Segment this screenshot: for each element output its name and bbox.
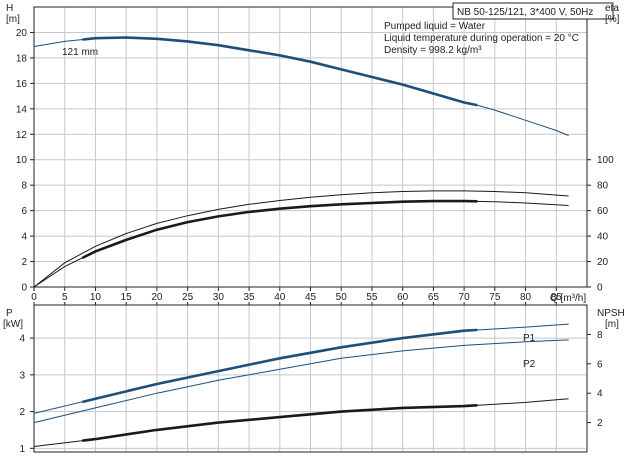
- x-tick-label: 15: [121, 292, 133, 303]
- chart-title: NB 50-125/121, 3*400 V, 50Hz: [457, 7, 593, 18]
- y2-axis-unit: [%]: [605, 14, 620, 25]
- bottom-chart-series: [33, 323, 569, 447]
- npsh-tick-label: 2: [597, 418, 603, 429]
- y-tick-label: 0: [21, 283, 27, 294]
- y-tick-label: 18: [16, 53, 28, 64]
- x-tick-label: 35: [243, 292, 255, 303]
- x-tick-label: 65: [428, 292, 440, 303]
- bottom-chart-axes: 1 2 3 4 2 4 6 8: [19, 302, 603, 455]
- y2-tick-label: 0: [597, 283, 603, 294]
- npsh-tick-label: 6: [597, 359, 603, 370]
- x-tick-label: 55: [366, 292, 378, 303]
- top-series-eta-lower--operating-range: [81, 199, 478, 259]
- bottom-series-p2-line: [33, 339, 569, 424]
- y-tick-label: 10: [16, 155, 28, 166]
- x-axis-label: Q [m³/h]: [550, 293, 586, 304]
- y-axis-title: H: [6, 3, 13, 14]
- power-axis-title: P: [6, 308, 13, 319]
- y-axis-unit: [m]: [6, 14, 20, 25]
- x-tick-label: 60: [397, 292, 409, 303]
- y2-tick-label: 20: [597, 257, 609, 268]
- y2-axis-title: eta: [605, 3, 619, 14]
- bottom-chart-grid: [33, 305, 587, 452]
- npsh-tick-label: 8: [597, 330, 603, 341]
- top-chart-axes: 0 5 10 15 20 25 30 35 40 45 50 55 60 65 70 75 80 85 0 2 4 6 8 1…: [16, 6, 614, 303]
- x-tick-label: 10: [90, 292, 102, 303]
- y2-tick-label: 40: [597, 232, 609, 243]
- power-tick-label: 3: [19, 370, 25, 381]
- y-tick-label: 16: [16, 79, 28, 90]
- power-tick-label: 2: [19, 407, 25, 418]
- top-series-eta-upper--line: [33, 190, 569, 288]
- x-tick-label: 80: [520, 292, 532, 303]
- npsh-tick-label: 4: [597, 389, 603, 400]
- x-tick-label: 5: [62, 292, 68, 303]
- power-axis-unit: [kW]: [3, 319, 23, 330]
- series-label-p2: P2: [523, 359, 536, 370]
- x-tick-label: 25: [182, 292, 194, 303]
- bottom-series-p1-operating-range: [81, 328, 478, 403]
- series-label-p1: P1: [523, 333, 536, 344]
- x-tick-label: 20: [151, 292, 163, 303]
- y-tick-label: 8: [21, 181, 27, 192]
- x-tick-label: 75: [489, 292, 501, 303]
- top-series-h-operating-range: [81, 36, 478, 107]
- x-tick-label: 0: [31, 292, 37, 303]
- x-tick-label: 45: [305, 292, 317, 303]
- annotation-temperature: Liquid temperature during operation = 20…: [384, 33, 579, 44]
- y-tick-label: 20: [16, 28, 28, 39]
- x-tick-label: 85: [551, 292, 563, 303]
- power-tick-label: 1: [19, 444, 25, 455]
- npsh-axis-unit: [m]: [605, 319, 619, 330]
- x-tick-label: 50: [336, 292, 348, 303]
- y2-tick-label: 60: [597, 206, 609, 217]
- x-tick-label: 70: [459, 292, 471, 303]
- y2-tick-label: 100: [597, 155, 614, 166]
- npsh-axis-title: NPSH: [597, 308, 625, 319]
- y-tick-label: 4: [21, 232, 27, 243]
- annotation-pumped-liquid: Pumped liquid = Water: [384, 21, 486, 32]
- y-tick-label: 12: [16, 130, 28, 141]
- x-tick-label: 40: [274, 292, 286, 303]
- annotation-density: Density = 998.2 kg/m³: [384, 45, 482, 56]
- y-tick-label: 2: [21, 257, 27, 268]
- top-chart-series: [33, 36, 569, 288]
- power-tick-label: 4: [19, 334, 25, 345]
- bottom-series-npsh-operating-range: [81, 404, 478, 442]
- x-tick-label: 30: [213, 292, 225, 303]
- chart-title-box: [452, 2, 614, 20]
- y-tick-label: 6: [21, 206, 27, 217]
- y2-tick-label: 80: [597, 181, 609, 192]
- y-tick-label: 14: [16, 104, 28, 115]
- impeller-diameter-label: 121 mm: [62, 47, 98, 58]
